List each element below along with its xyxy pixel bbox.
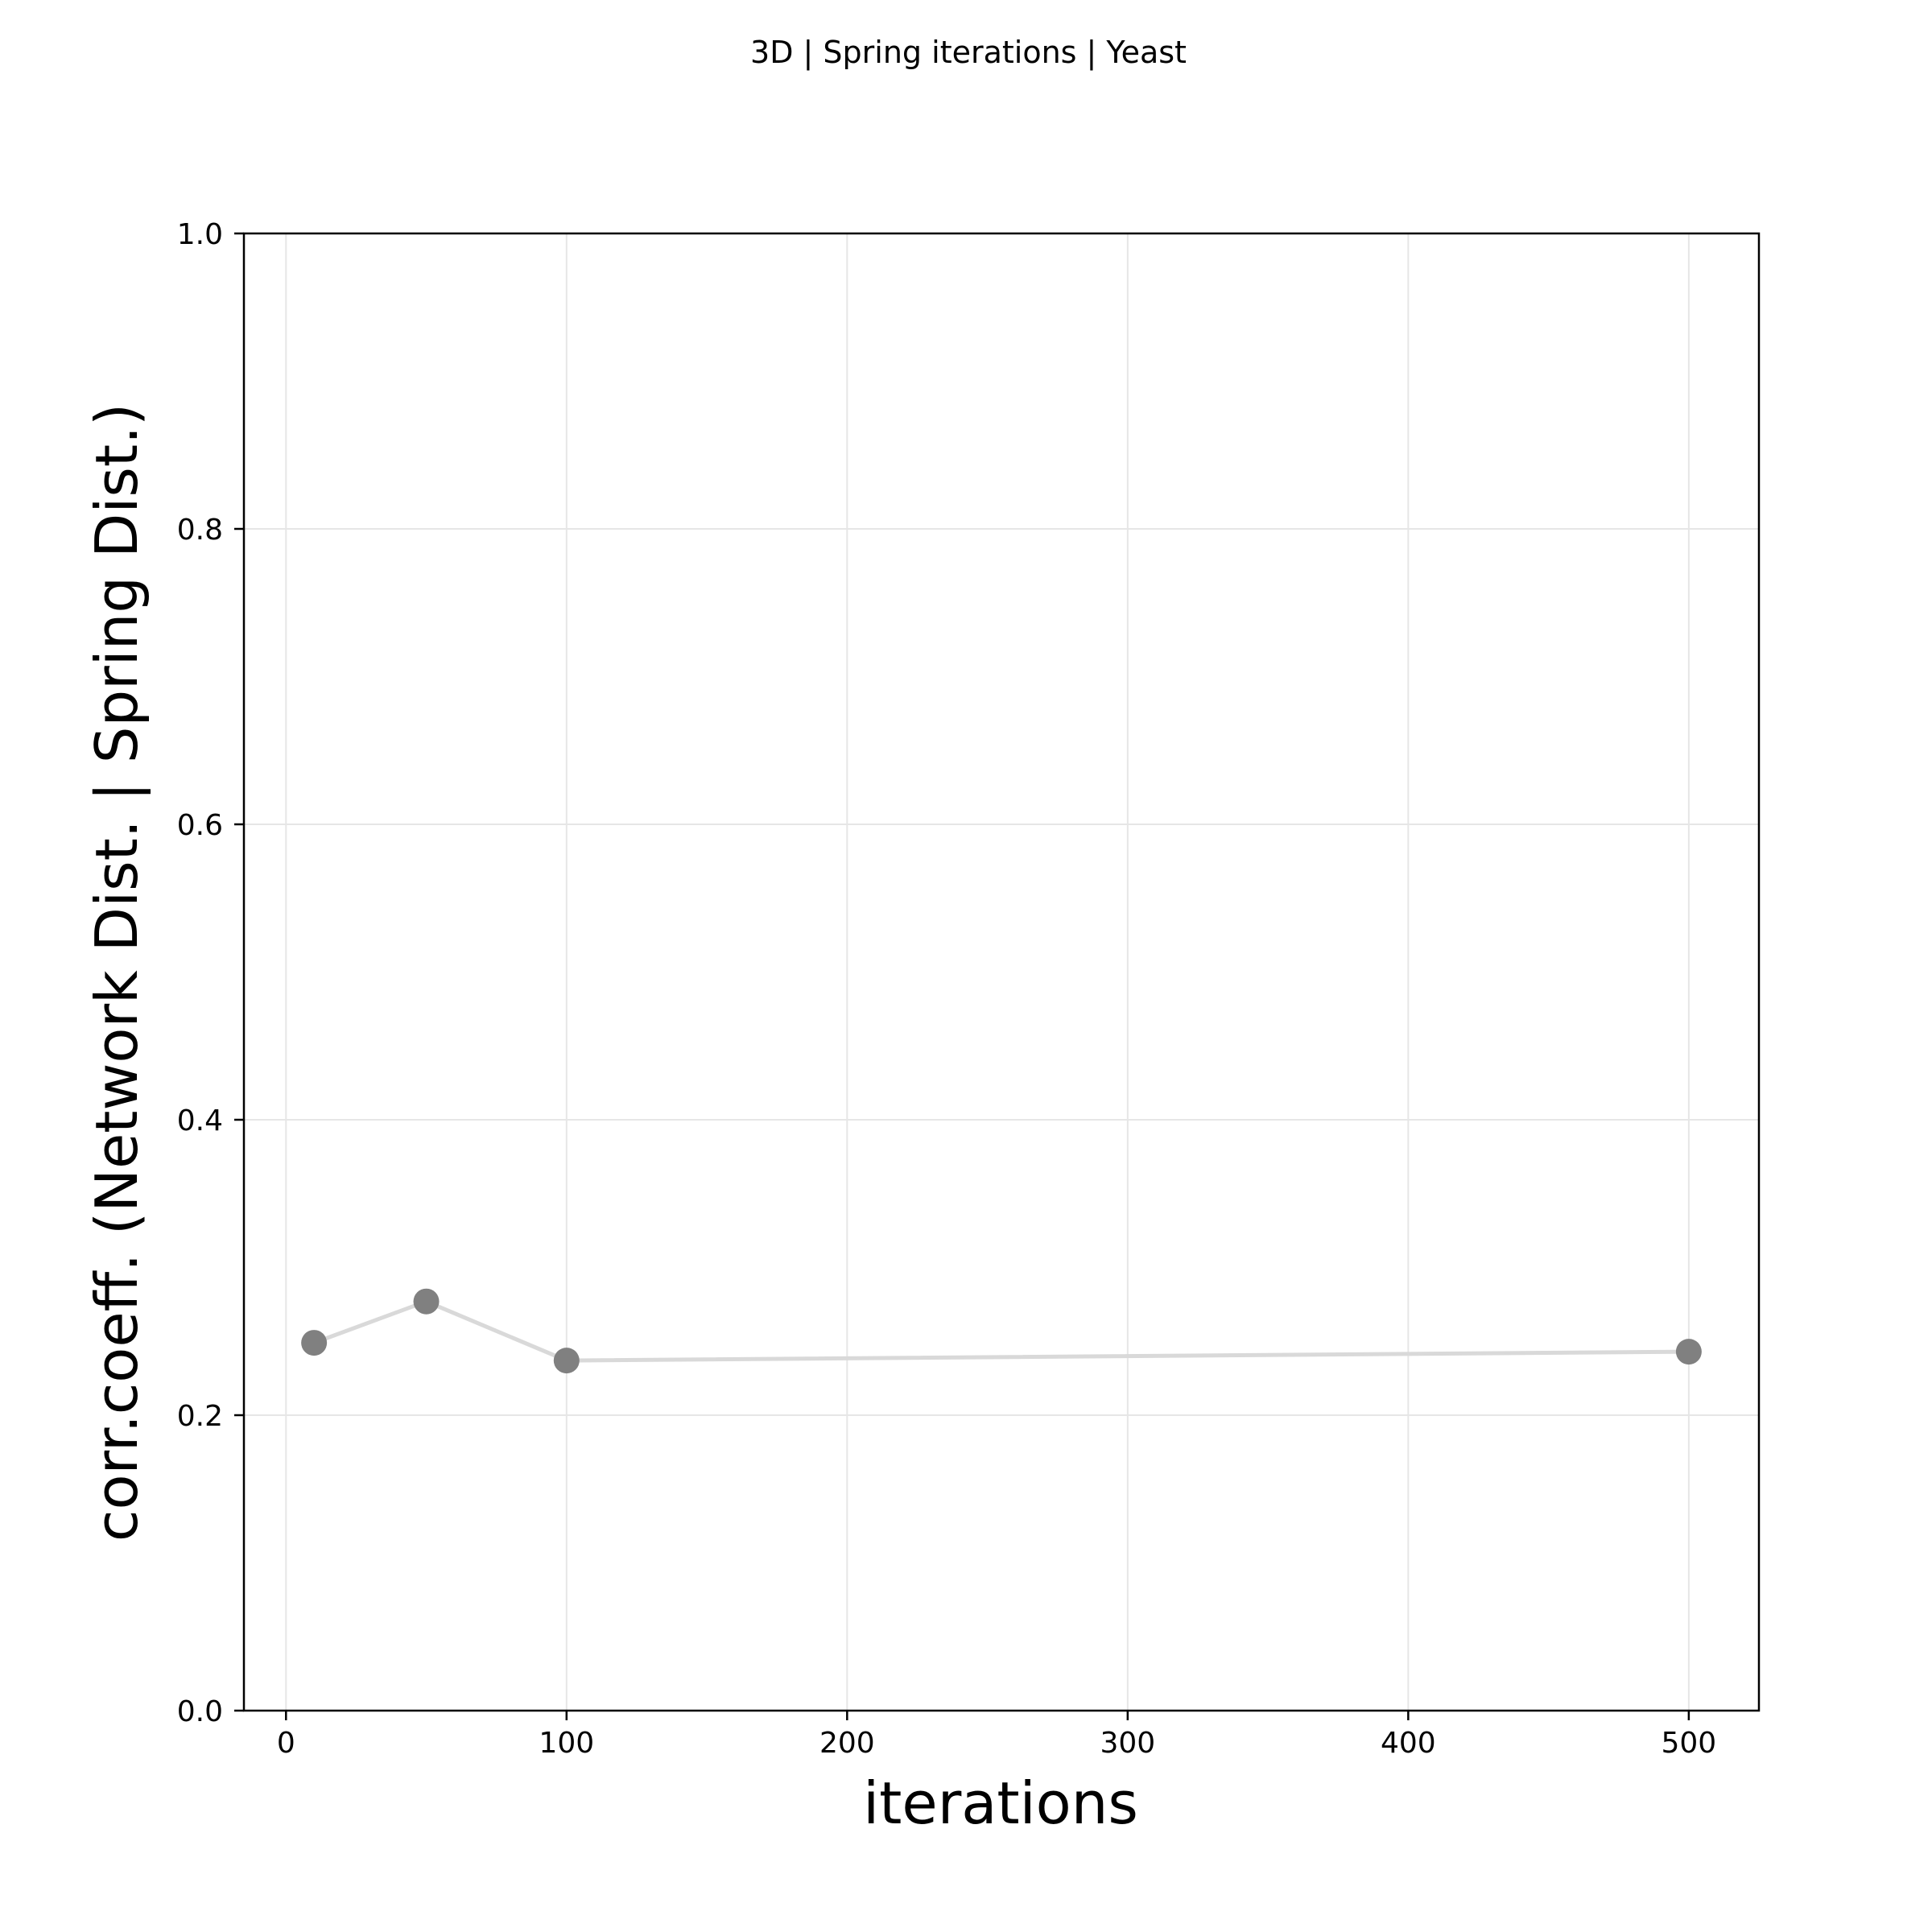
y-tick-label: 0.8 [177, 514, 223, 547]
x-tick-label: 0 [277, 1727, 295, 1760]
x-axis-ticks: 0 100 200 300 400 500 [277, 1711, 1716, 1760]
y-tick-label: 0.0 [177, 1695, 223, 1728]
data-point [1675, 1339, 1702, 1365]
x-tick-label: 100 [539, 1727, 594, 1760]
data-point [553, 1348, 580, 1374]
data-point [413, 1288, 440, 1315]
y-tick-label: 1.0 [177, 218, 223, 251]
y-axis-title: corr.coeff. (Network Dist. | Spring Dist… [83, 403, 151, 1542]
y-tick-label: 0.2 [177, 1400, 223, 1433]
y-tick-label: 0.6 [177, 809, 223, 842]
plot-frame [242, 232, 1761, 1712]
x-axis-title: iterations [863, 1769, 1138, 1837]
y-axis-ticks: 0.0 0.2 0.4 0.6 0.8 1.0 [177, 218, 244, 1728]
series-line [313, 1299, 1689, 1363]
data-point [301, 1330, 328, 1356]
x-tick-label: 500 [1662, 1727, 1717, 1760]
series-layer [301, 1288, 1702, 1374]
y-tick-label: 0.4 [177, 1104, 223, 1137]
chart-title: 3D | Spring iterations | Yeast [750, 35, 1187, 71]
x-tick-label: 200 [819, 1727, 875, 1760]
x-tick-label: 300 [1100, 1727, 1155, 1760]
x-tick-label: 400 [1381, 1727, 1436, 1760]
